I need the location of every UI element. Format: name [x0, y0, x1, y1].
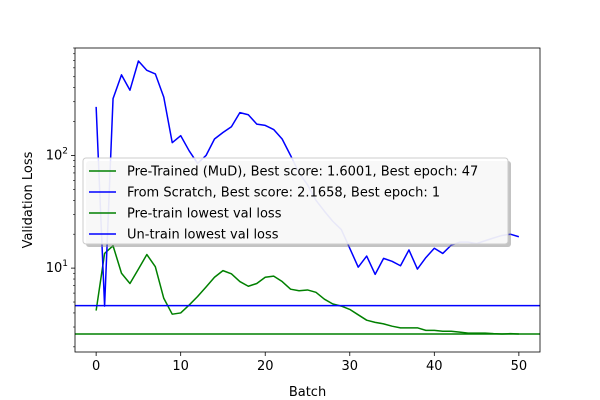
y-tick-label: 101 [46, 259, 68, 276]
series-line-0 [95, 244, 519, 335]
axes-frame [74, 47, 541, 353]
x-tick-label: 10 [172, 359, 189, 374]
legend-entry-0: Pre-Trained (MuD), Best score: 1.6001, B… [127, 165, 478, 180]
x-tick-label: 30 [341, 359, 358, 374]
y-axis-ticks: 101 102 [46, 47, 75, 348]
x-axis-ticks: 0 10 20 30 40 50 [92, 352, 527, 374]
y-axis-label: Validation Loss [21, 151, 36, 248]
x-tick-label: 0 [92, 359, 100, 374]
x-axis-label: Batch [289, 385, 326, 400]
y-tick-label: 102 [46, 146, 68, 163]
legend-entry-3: Un-train lowest val loss [127, 228, 279, 243]
x-tick-label: 40 [426, 359, 443, 374]
legend: Pre-Trained (MuD), Best score: 1.6001, B… [82, 157, 511, 247]
x-tick-label: 20 [257, 359, 274, 374]
legend-box [82, 157, 509, 245]
legend-entry-2: Pre-train lowest val loss [127, 207, 282, 222]
legend-entry-1: From Scratch, Best score: 2.1658, Best e… [127, 186, 440, 201]
x-tick-label: 50 [511, 359, 528, 374]
